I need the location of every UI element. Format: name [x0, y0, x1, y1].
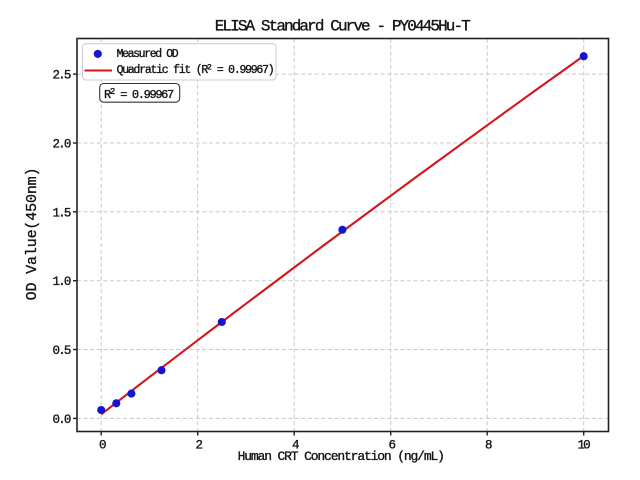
svg-text:2.5: 2.5 — [53, 69, 71, 83]
svg-text:4: 4 — [292, 438, 299, 452]
svg-text:ELISA Standard Curve - PY0445H: ELISA Standard Curve - PY0445Hu-T — [215, 18, 470, 36]
svg-text:R2 = 0.99967: R2 = 0.99967 — [104, 87, 174, 102]
svg-text:8: 8 — [485, 438, 492, 452]
svg-text:Measured OD: Measured OD — [117, 48, 179, 61]
svg-text:2.0: 2.0 — [53, 138, 71, 152]
svg-text:Human CRT Concentration (ng/mL: Human CRT Concentration (ng/mL) — [238, 449, 444, 464]
svg-text:0: 0 — [99, 438, 106, 452]
svg-text:0.0: 0.0 — [53, 413, 71, 427]
svg-text:10: 10 — [578, 438, 591, 452]
svg-text:1.0: 1.0 — [53, 275, 71, 289]
svg-text:OD Value(450nm): OD Value(450nm) — [24, 168, 41, 301]
svg-text:0.5: 0.5 — [53, 344, 71, 358]
svg-text:2: 2 — [195, 438, 202, 452]
svg-text:Quadratic fit (R2 = 0.99967): Quadratic fit (R2 = 0.99967) — [117, 63, 274, 77]
svg-text:1.5: 1.5 — [53, 206, 71, 220]
svg-text:6: 6 — [388, 438, 395, 452]
